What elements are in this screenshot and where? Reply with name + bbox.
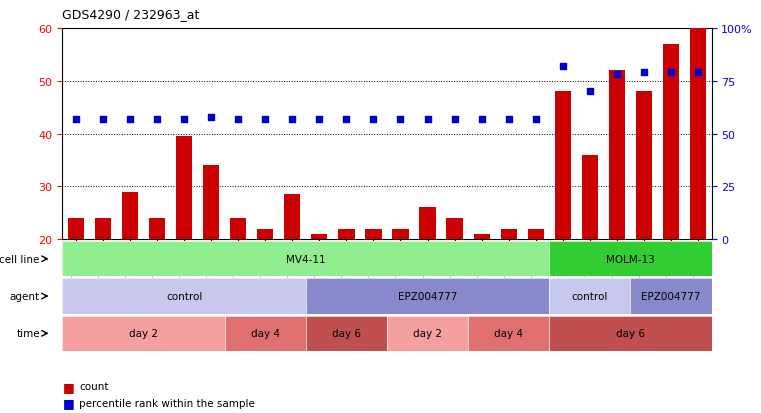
Text: ■: ■	[62, 380, 74, 393]
Point	[368, 116, 380, 123]
Text: day 2: day 2	[129, 328, 158, 339]
Text: agent: agent	[10, 291, 40, 301]
Point	[448, 116, 460, 123]
Point	[340, 116, 352, 123]
Text: day 4: day 4	[494, 328, 523, 339]
Text: MOLM-13: MOLM-13	[606, 254, 654, 264]
Text: cell line: cell line	[0, 254, 40, 264]
Text: time: time	[16, 328, 40, 339]
Bar	[447, 218, 463, 240]
Text: percentile rank within the sample: percentile rank within the sample	[79, 398, 255, 408]
Bar	[68, 218, 84, 240]
Bar	[176, 137, 193, 240]
Point	[665, 70, 677, 76]
Point	[70, 116, 82, 123]
Text: day 4: day 4	[251, 328, 280, 339]
Bar	[501, 229, 517, 240]
Point	[557, 64, 569, 70]
Point	[692, 70, 704, 76]
Text: day 6: day 6	[332, 328, 361, 339]
Text: count: count	[79, 381, 109, 391]
Point	[151, 116, 163, 123]
Bar	[339, 229, 355, 240]
Point	[286, 116, 298, 123]
Bar	[609, 71, 625, 240]
Text: ■: ■	[62, 396, 74, 409]
Point	[205, 114, 217, 121]
Bar	[203, 166, 219, 240]
Bar	[690, 29, 706, 240]
Bar	[365, 229, 381, 240]
Point	[178, 116, 190, 123]
Point	[638, 70, 650, 76]
Bar	[95, 218, 111, 240]
Point	[584, 89, 596, 95]
Point	[232, 116, 244, 123]
Bar	[393, 229, 409, 240]
Point	[124, 116, 136, 123]
Point	[476, 116, 488, 123]
Bar	[257, 229, 273, 240]
Bar	[663, 45, 679, 240]
Bar	[149, 218, 165, 240]
Bar	[555, 92, 571, 240]
Text: GDS4290 / 232963_at: GDS4290 / 232963_at	[62, 8, 200, 21]
Point	[530, 116, 542, 123]
Bar	[311, 234, 327, 240]
Text: day 6: day 6	[616, 328, 645, 339]
Point	[394, 116, 406, 123]
Text: EPZ004777: EPZ004777	[398, 291, 457, 301]
Text: day 2: day 2	[413, 328, 442, 339]
Bar	[635, 92, 652, 240]
Bar	[122, 192, 139, 240]
Bar	[419, 208, 435, 240]
Bar	[581, 155, 598, 240]
Bar	[527, 229, 544, 240]
Point	[260, 116, 272, 123]
Bar	[284, 195, 301, 240]
Point	[97, 116, 109, 123]
Text: EPZ004777: EPZ004777	[642, 291, 701, 301]
Text: control: control	[166, 291, 202, 301]
Bar	[473, 234, 490, 240]
Text: control: control	[572, 291, 608, 301]
Text: MV4-11: MV4-11	[286, 254, 326, 264]
Point	[502, 116, 514, 123]
Bar	[230, 218, 247, 240]
Point	[611, 72, 623, 78]
Point	[422, 116, 434, 123]
Point	[314, 116, 326, 123]
